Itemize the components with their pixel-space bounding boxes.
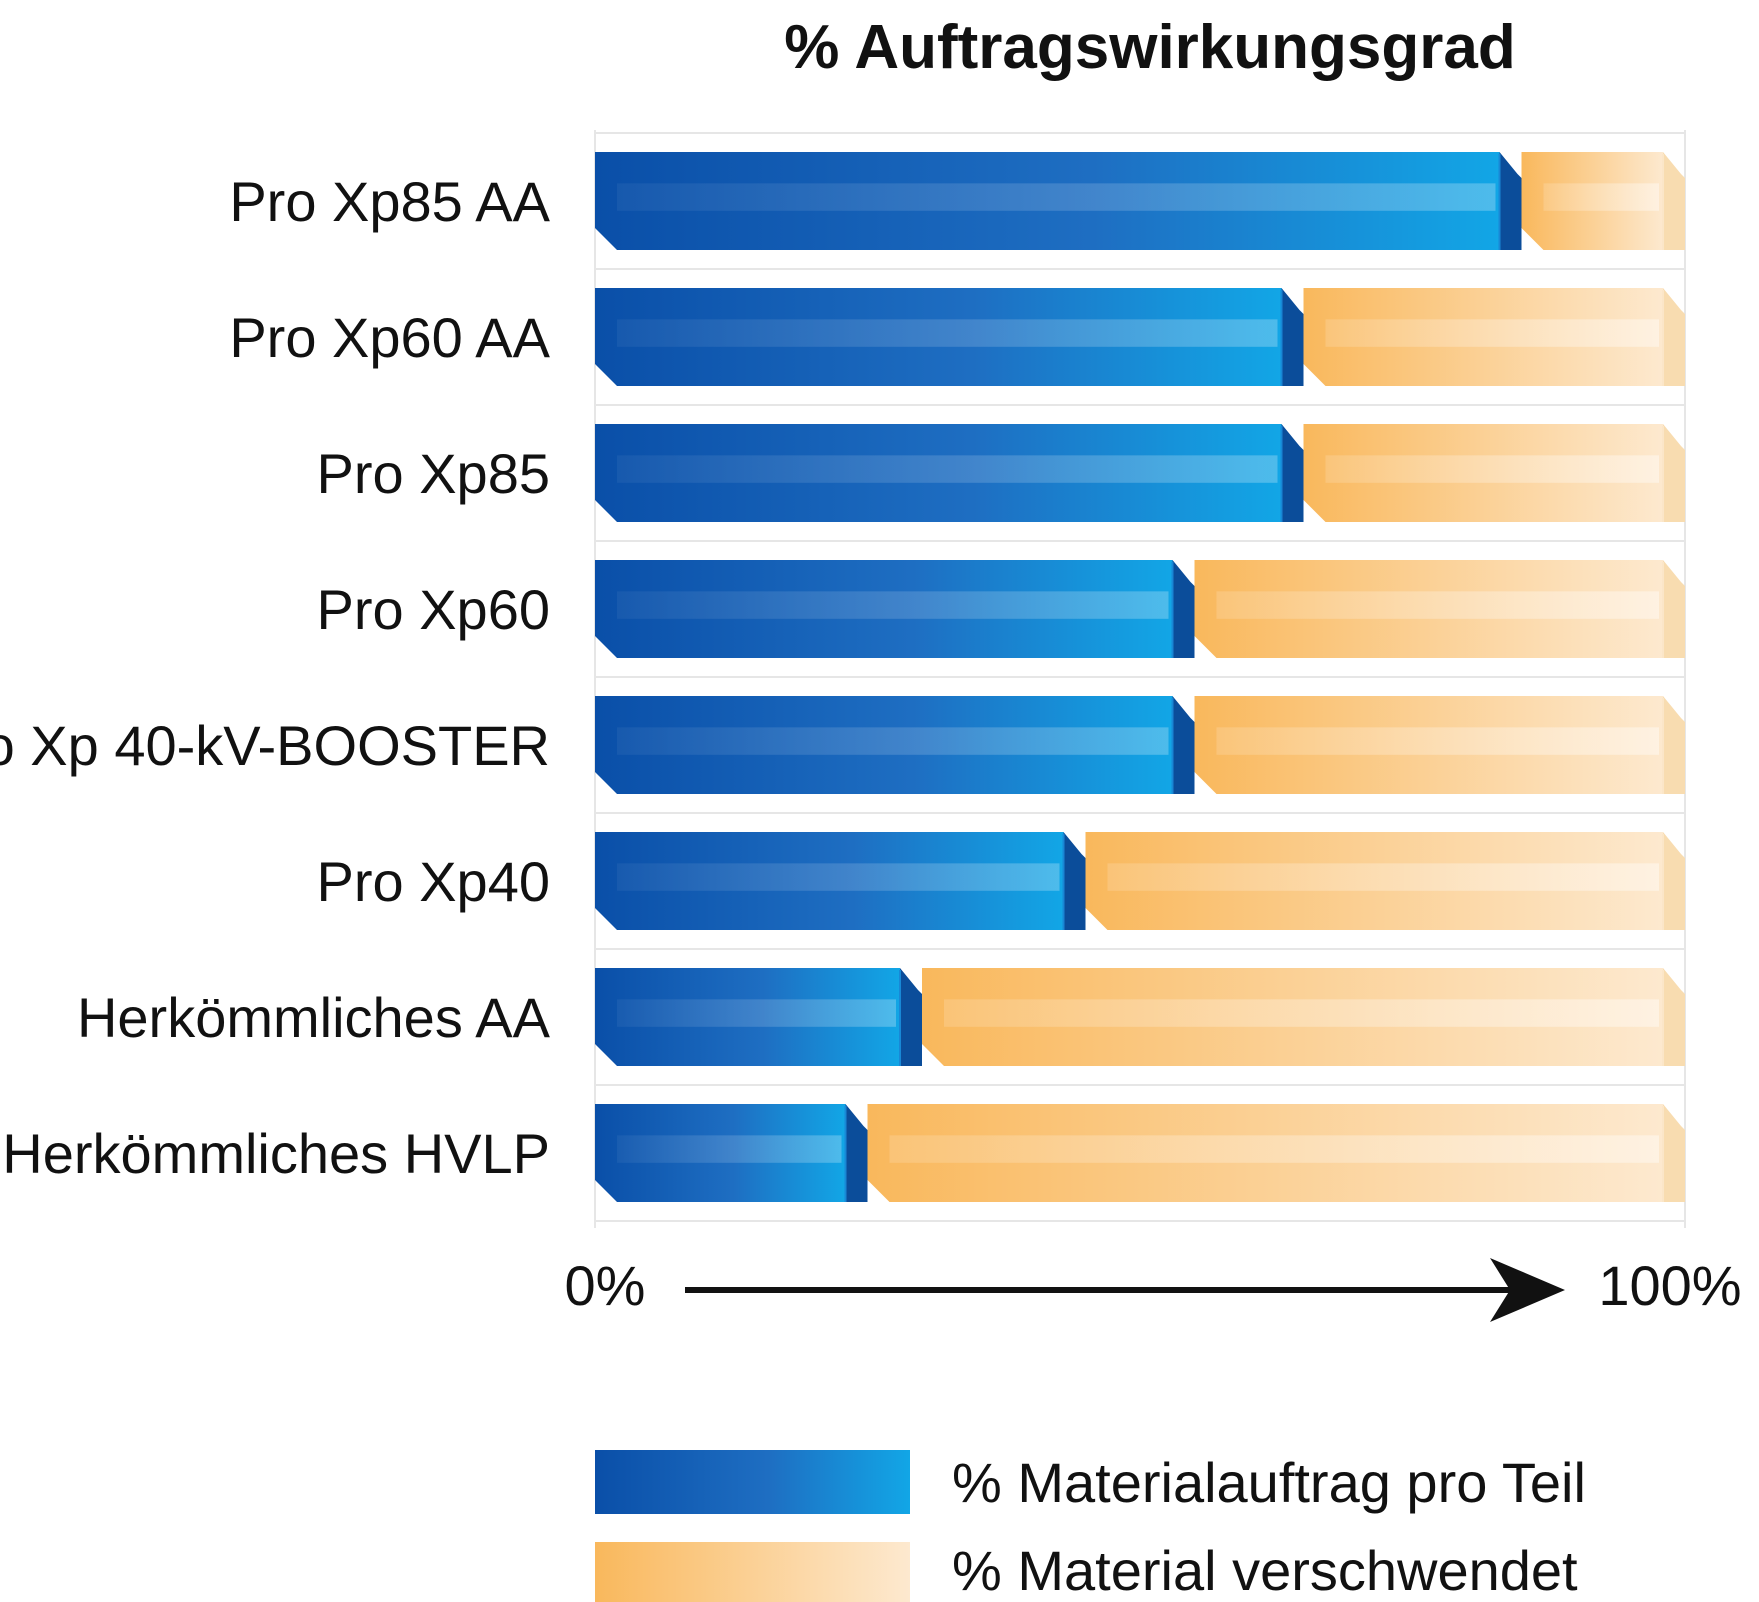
category-label: Pro Xp60 AA xyxy=(229,306,550,369)
grid-lines xyxy=(594,130,1686,1228)
bar-wasted-side xyxy=(1663,832,1685,930)
bar-applied xyxy=(595,1104,868,1202)
bar-wasted xyxy=(922,968,1685,1066)
legend-item-applied: % Materialauftrag pro Teil xyxy=(595,1450,1586,1514)
bar-applied-side xyxy=(1281,288,1304,386)
bar-wasted-shine xyxy=(1543,183,1659,211)
bar-wasted-side xyxy=(1663,968,1685,1066)
bar-applied-side xyxy=(845,1104,868,1202)
bar-row xyxy=(595,288,1685,386)
bar-row xyxy=(595,152,1685,250)
bar-wasted-shine xyxy=(944,999,1659,1027)
x-tick-label-max: 100% xyxy=(1598,1254,1741,1317)
bar-applied xyxy=(595,968,922,1066)
bar-applied-shine xyxy=(617,319,1278,347)
bar-wasted xyxy=(1303,288,1685,386)
category-label: Pro Xp85 AA xyxy=(229,170,550,233)
bar-row xyxy=(595,424,1685,522)
bar-row xyxy=(595,560,1685,658)
bar-applied-shine xyxy=(617,183,1496,211)
bar-wasted-side xyxy=(1663,1104,1685,1202)
legend-swatch-applied xyxy=(595,1450,910,1514)
category-label: Pro Xp85 xyxy=(317,442,551,505)
bar-wasted xyxy=(1085,832,1685,930)
legend-item-wasted: % Material verschwendet xyxy=(595,1539,1578,1602)
legend-swatch-wasted xyxy=(595,1542,910,1602)
bar-applied xyxy=(595,288,1304,386)
bar-applied-shine xyxy=(617,1135,842,1163)
bar-wasted-shine xyxy=(1325,455,1659,483)
legend-label-applied: % Materialauftrag pro Teil xyxy=(952,1451,1586,1514)
category-label: Herkömmliches AA xyxy=(77,986,551,1049)
bar-applied xyxy=(595,832,1086,930)
x-tick-label-min: 0% xyxy=(565,1254,646,1317)
bar-wasted-shine xyxy=(1325,319,1659,347)
bar-wasted-side xyxy=(1663,424,1685,522)
category-label: Pro Xp40 xyxy=(317,850,551,913)
bar-wasted-shine xyxy=(1216,727,1659,755)
bar-wasted-shine xyxy=(1107,863,1659,891)
bar-applied-shine xyxy=(617,863,1060,891)
bar-wasted-side xyxy=(1663,288,1685,386)
category-labels: Pro Xp85 AA Pro Xp60 AA Pro Xp85 Pro Xp60 Pr… xyxy=(0,170,551,1185)
bar-wasted-side xyxy=(1663,560,1685,658)
bar-applied xyxy=(595,696,1195,794)
bar-applied-shine xyxy=(617,591,1169,619)
x-axis: 0% 100% xyxy=(565,1254,1742,1322)
category-label: Pro Xp 40-kV-BOOSTER xyxy=(0,714,550,777)
bar-row xyxy=(595,1104,1685,1202)
bar-row xyxy=(595,696,1685,794)
bar-wasted xyxy=(1303,424,1685,522)
bar-wasted xyxy=(1521,152,1685,250)
bar-applied xyxy=(595,424,1304,522)
category-label: Pro Xp60 xyxy=(317,578,551,641)
bar-applied xyxy=(595,560,1195,658)
bar-applied-side xyxy=(1172,560,1195,658)
bar-row xyxy=(595,832,1685,930)
bar-wasted xyxy=(1194,560,1685,658)
bar-row xyxy=(595,968,1685,1066)
bar-applied-side xyxy=(1499,152,1522,250)
bar-wasted-shine xyxy=(1216,591,1659,619)
x-axis-arrowhead xyxy=(1490,1258,1565,1322)
bar-applied-shine xyxy=(617,455,1278,483)
bar-wasted xyxy=(1194,696,1685,794)
category-label: Herkömmliches HVLP xyxy=(2,1122,550,1185)
legend: % Materialauftrag pro Teil % Material ve… xyxy=(595,1450,1586,1602)
bar-wasted-side xyxy=(1663,152,1685,250)
chart-title: % Auftragswirkungsgrad xyxy=(784,13,1515,82)
bar-applied xyxy=(595,152,1522,250)
bar-applied-side xyxy=(900,968,922,1066)
bar-applied-side xyxy=(1063,832,1086,930)
bar-wasted-side xyxy=(1663,696,1685,794)
bar-applied-shine xyxy=(617,727,1169,755)
bar-applied-side xyxy=(1281,424,1304,522)
bar-wasted-shine xyxy=(889,1135,1659,1163)
bar-applied-shine xyxy=(617,999,896,1027)
bar-applied-side xyxy=(1172,696,1195,794)
bars xyxy=(595,152,1685,1202)
legend-label-wasted: % Material verschwendet xyxy=(952,1539,1578,1602)
bar-wasted xyxy=(867,1104,1685,1202)
